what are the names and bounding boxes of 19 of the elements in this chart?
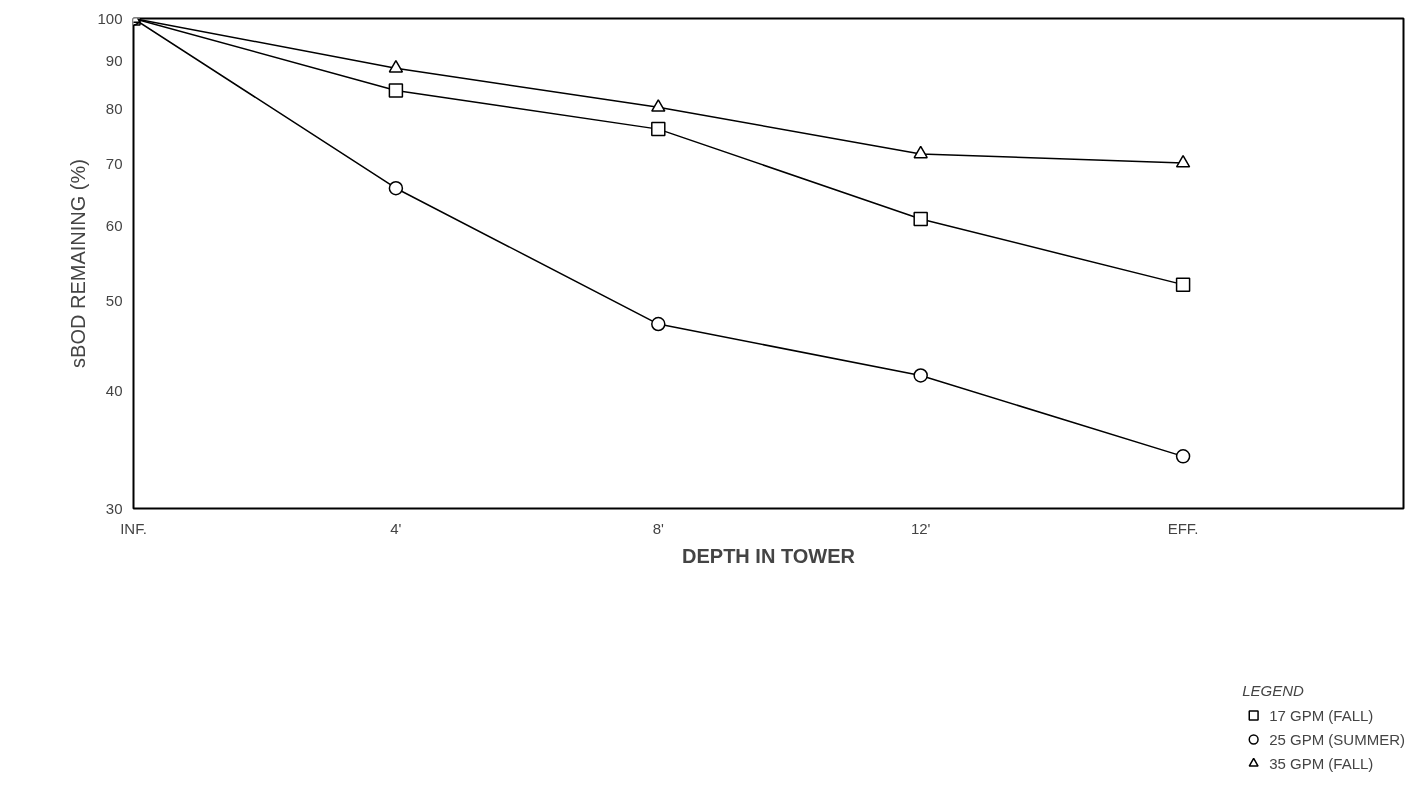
legend-title: LEGEND	[1242, 682, 1305, 699]
y-tick-label: 90	[105, 52, 123, 70]
x-tick-label: INF.	[120, 519, 147, 537]
y-tick-label: 60	[105, 217, 123, 235]
x-tick-label: 12'	[910, 519, 931, 537]
legend-label: 35 GPM (FALL)	[1269, 753, 1374, 774]
y-tick-label: 100	[97, 9, 123, 27]
y-tick-label: 50	[105, 291, 123, 309]
x-tick-label: EFF.	[1167, 519, 1199, 537]
y-tick-label: 30	[105, 499, 123, 517]
y-tick-label: 40	[105, 382, 123, 400]
x-tick-label: 4'	[390, 519, 402, 537]
y-tick-label: 80	[105, 100, 123, 118]
legend-label: 25 GPM (SUMMER)	[1269, 729, 1405, 750]
y-tick-label: 70	[105, 154, 123, 172]
legend-label: 17 GPM (FALL)	[1269, 705, 1374, 726]
x-tick-label: 8'	[652, 519, 665, 537]
y-axis-title: sBOD REMAINING (%)	[67, 159, 90, 368]
x-axis-title: DEPTH IN TOWER	[682, 544, 856, 567]
